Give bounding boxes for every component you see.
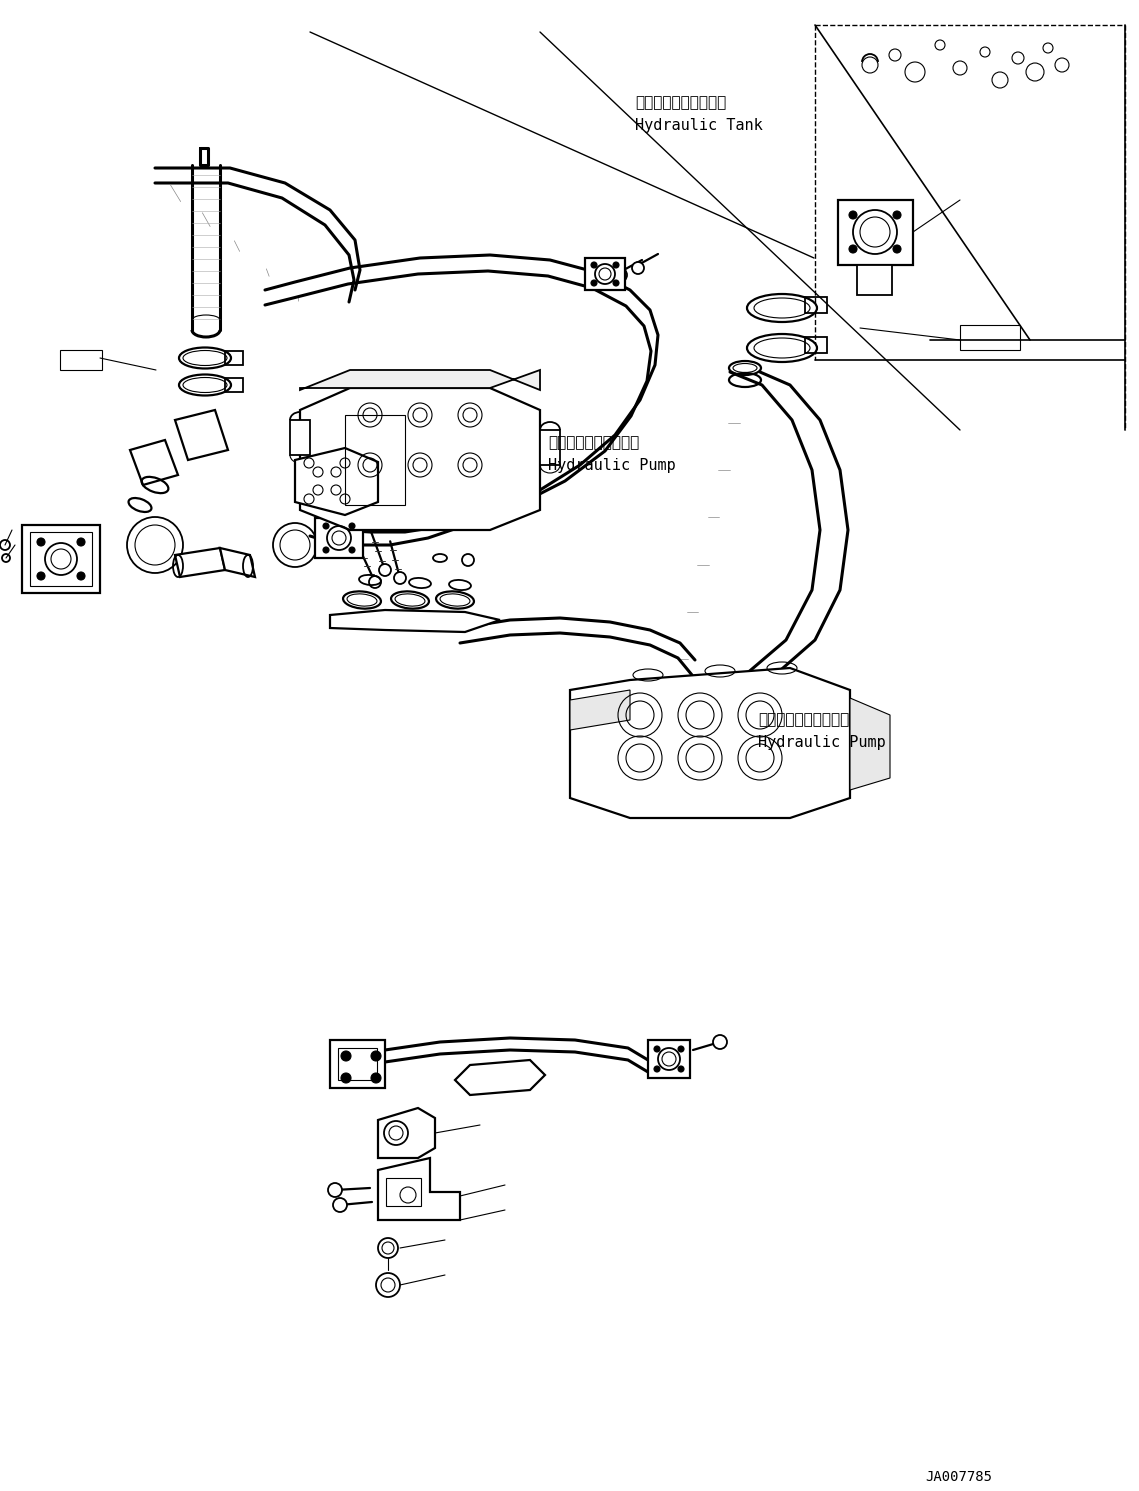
Text: Hydraulic Pump: Hydraulic Pump — [757, 735, 886, 750]
Circle shape — [849, 245, 857, 253]
Bar — [960, 325, 1021, 350]
Text: JA007785: JA007785 — [925, 1470, 992, 1484]
Polygon shape — [290, 420, 310, 455]
Circle shape — [654, 1047, 659, 1053]
Bar — [226, 350, 243, 365]
Circle shape — [349, 547, 355, 553]
Circle shape — [323, 523, 329, 529]
Polygon shape — [454, 1060, 544, 1094]
Bar — [648, 1041, 690, 1078]
Circle shape — [371, 1074, 382, 1082]
Polygon shape — [175, 410, 228, 461]
Bar — [857, 265, 892, 295]
Circle shape — [371, 1051, 382, 1062]
Bar — [805, 337, 827, 353]
Polygon shape — [220, 549, 255, 577]
Circle shape — [77, 573, 85, 580]
Bar — [226, 379, 243, 392]
Polygon shape — [300, 370, 540, 391]
Bar — [30, 532, 92, 586]
Polygon shape — [570, 668, 850, 819]
Ellipse shape — [747, 334, 817, 362]
Bar — [805, 297, 827, 313]
Polygon shape — [300, 388, 540, 529]
Circle shape — [77, 538, 85, 546]
Polygon shape — [295, 447, 378, 514]
Polygon shape — [130, 440, 178, 485]
Text: ハイドロリックポンプ: ハイドロリックポンプ — [757, 713, 850, 728]
Polygon shape — [330, 610, 500, 632]
Circle shape — [613, 268, 626, 282]
Text: ハイドロリックタンク: ハイドロリックタンク — [636, 95, 727, 110]
Circle shape — [678, 1047, 685, 1053]
Text: Hydraulic Pump: Hydraulic Pump — [548, 458, 675, 473]
Bar — [316, 517, 363, 558]
Circle shape — [613, 280, 618, 286]
Circle shape — [613, 262, 618, 268]
Text: Hydraulic Tank: Hydraulic Tank — [636, 118, 763, 133]
Circle shape — [394, 573, 405, 584]
Circle shape — [36, 573, 46, 580]
Polygon shape — [175, 549, 226, 577]
Ellipse shape — [747, 294, 817, 322]
Circle shape — [341, 1051, 351, 1062]
Text: ハイドロリックポンプ: ハイドロリックポンプ — [548, 435, 639, 450]
Bar — [345, 414, 405, 505]
Circle shape — [849, 212, 857, 219]
Circle shape — [591, 262, 597, 268]
Bar — [585, 258, 625, 291]
Polygon shape — [570, 690, 630, 731]
Circle shape — [333, 1197, 347, 1212]
Circle shape — [632, 262, 644, 274]
Polygon shape — [540, 429, 560, 465]
Circle shape — [369, 576, 382, 587]
Circle shape — [678, 1066, 685, 1072]
Bar — [838, 200, 913, 265]
Polygon shape — [378, 1108, 435, 1159]
Circle shape — [893, 212, 901, 219]
Circle shape — [323, 547, 329, 553]
Circle shape — [341, 1074, 351, 1082]
Circle shape — [379, 564, 391, 576]
Circle shape — [893, 245, 901, 253]
Circle shape — [654, 1066, 659, 1072]
Circle shape — [36, 538, 46, 546]
Bar — [338, 1048, 377, 1079]
Bar — [22, 525, 100, 593]
Circle shape — [591, 280, 597, 286]
Circle shape — [611, 280, 620, 291]
Bar — [60, 350, 103, 370]
Polygon shape — [378, 1159, 460, 1220]
Circle shape — [328, 1182, 342, 1197]
Bar — [330, 1041, 385, 1088]
Circle shape — [349, 523, 355, 529]
Bar — [386, 1178, 421, 1206]
Polygon shape — [850, 698, 890, 790]
Circle shape — [713, 1035, 727, 1050]
